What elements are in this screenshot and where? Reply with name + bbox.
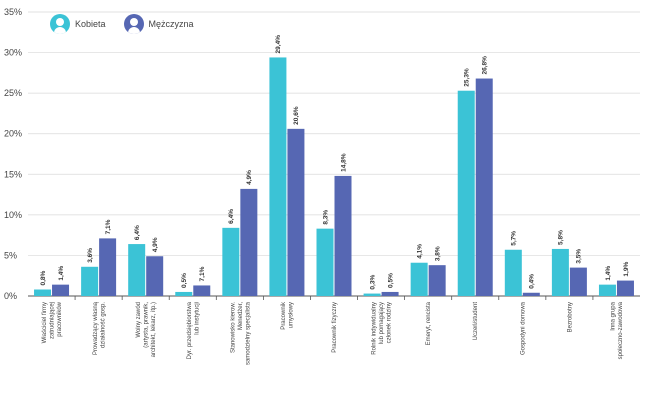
- data-label: 1,4%: [605, 266, 612, 281]
- data-label: 5,7%: [511, 231, 518, 246]
- y-tick-label: 5%: [4, 250, 17, 260]
- data-labels: 0,8% 1,4% 3,6% 7,1% 6,4% 4,9% 0,5% 7,1% 6,4% 4,9%…: [40, 35, 630, 290]
- bar: [34, 289, 52, 296]
- legend: Kobieta Mężczyzna: [50, 14, 212, 34]
- category-label: Dyr. przedsiębiorstwa: [187, 301, 193, 359]
- category-label: Wolny zawód: [136, 302, 142, 338]
- y-tick-label: 35%: [4, 7, 22, 17]
- bar: [504, 249, 522, 296]
- data-label: 0,5%: [181, 273, 188, 288]
- bar: [598, 284, 616, 296]
- category-label: Gospodyni domowa: [520, 301, 526, 355]
- category-label: samodzielny specjalista: [245, 301, 251, 365]
- bar: [175, 291, 193, 296]
- category-label: architekt, lekarz, itp.): [151, 302, 157, 357]
- data-label: 25,3%: [464, 68, 471, 87]
- category-label: Rolnik indywidualny: [372, 302, 378, 355]
- data-label: 1,9%: [623, 262, 630, 277]
- legend-item-mezczyzna: Mężczyzna: [123, 14, 194, 34]
- y-tick-label: 0%: [4, 291, 17, 301]
- woman-icon: [50, 14, 70, 34]
- bar: [128, 244, 146, 296]
- data-label: 1,4%: [58, 266, 65, 281]
- bar: [52, 284, 70, 296]
- bar: [222, 227, 240, 296]
- bar: [428, 265, 446, 296]
- category-label: społeczno-zawodowa: [618, 301, 624, 359]
- bar: [569, 267, 587, 296]
- y-tick-label: 20%: [4, 129, 22, 139]
- category-label: Pracownik: [281, 301, 287, 330]
- data-label: 0,3%: [369, 275, 376, 290]
- data-label: 29,4%: [275, 35, 282, 54]
- category-label: Bezrobotny: [567, 302, 573, 332]
- data-label: 4,1%: [416, 244, 423, 259]
- bars: [34, 57, 634, 296]
- category-label: Właściciel firmy: [42, 302, 48, 343]
- bar: [616, 280, 634, 296]
- category-label: pracowników: [57, 301, 63, 336]
- data-label: 6,4%: [228, 209, 235, 224]
- bar: [287, 128, 305, 296]
- data-label: 20,6%: [293, 106, 300, 125]
- data-label: 4,9%: [246, 170, 253, 185]
- data-label: 6,4%: [134, 225, 141, 240]
- legend-label-kobieta: Kobieta: [75, 19, 106, 29]
- bar: [99, 238, 117, 296]
- category-label: Emeryt, rencista: [426, 301, 432, 345]
- data-label: 5,8%: [558, 230, 565, 245]
- category-label: działalność gosp.: [100, 302, 106, 348]
- man-icon: [123, 14, 144, 34]
- bar: [381, 291, 399, 296]
- bar: [475, 78, 493, 296]
- data-label: 8,3%: [322, 210, 329, 225]
- legend-item-kobieta: Kobieta: [50, 14, 106, 34]
- category-label: Stanowisko kierow.: [230, 302, 236, 353]
- y-tick-label: 10%: [4, 210, 22, 220]
- category-label: Uczeń/student: [473, 302, 479, 341]
- category-label: Inna grupa: [611, 301, 617, 330]
- category-label: umysłowy: [289, 302, 295, 328]
- category-label: (artysta, prawnik,: [144, 302, 150, 348]
- bar: [410, 262, 428, 296]
- bar: [269, 57, 287, 296]
- data-label: 26,8%: [482, 56, 489, 75]
- category-label: członek rodziny: [387, 302, 393, 343]
- grid-lines: [28, 11, 640, 256]
- data-label: 0,5%: [387, 273, 394, 288]
- bar: [240, 188, 258, 296]
- bar: [551, 248, 569, 296]
- bar: [81, 266, 99, 296]
- bar: [334, 175, 352, 296]
- y-tick-label: 30%: [4, 48, 22, 58]
- bar: [193, 285, 211, 296]
- data-label: 0,8%: [40, 270, 47, 285]
- x-axis: Właściciel firmy zatrudniającej pracownikó…: [42, 296, 624, 365]
- legend-label-mezczyzna: Mężczyzna: [148, 19, 194, 29]
- category-label: zatrudniającej: [50, 302, 56, 339]
- bar: [316, 228, 334, 296]
- category-label: Prowadzący własną: [93, 301, 99, 355]
- data-label: 3,8%: [434, 246, 441, 261]
- data-label: 7,1%: [105, 219, 112, 234]
- y-tick-label: 15%: [4, 169, 22, 179]
- category-label: Menedżer,: [238, 302, 244, 330]
- data-label: 3,5%: [576, 249, 583, 264]
- category-label: Pracownik fizyczny: [332, 302, 338, 353]
- bar: [522, 292, 540, 296]
- bar: [363, 293, 381, 296]
- category-label: lub instytucji: [195, 302, 201, 335]
- bar: [146, 256, 164, 296]
- data-label: 0,4%: [529, 274, 536, 289]
- data-label: 4,9%: [152, 237, 159, 252]
- bar: [457, 90, 475, 296]
- category-label: lub pomagający: [379, 302, 385, 344]
- y-tick-label: 25%: [4, 88, 22, 98]
- data-label: 3,6%: [87, 248, 94, 263]
- data-label: 7,1%: [199, 266, 206, 281]
- data-label: 14,8%: [340, 153, 347, 172]
